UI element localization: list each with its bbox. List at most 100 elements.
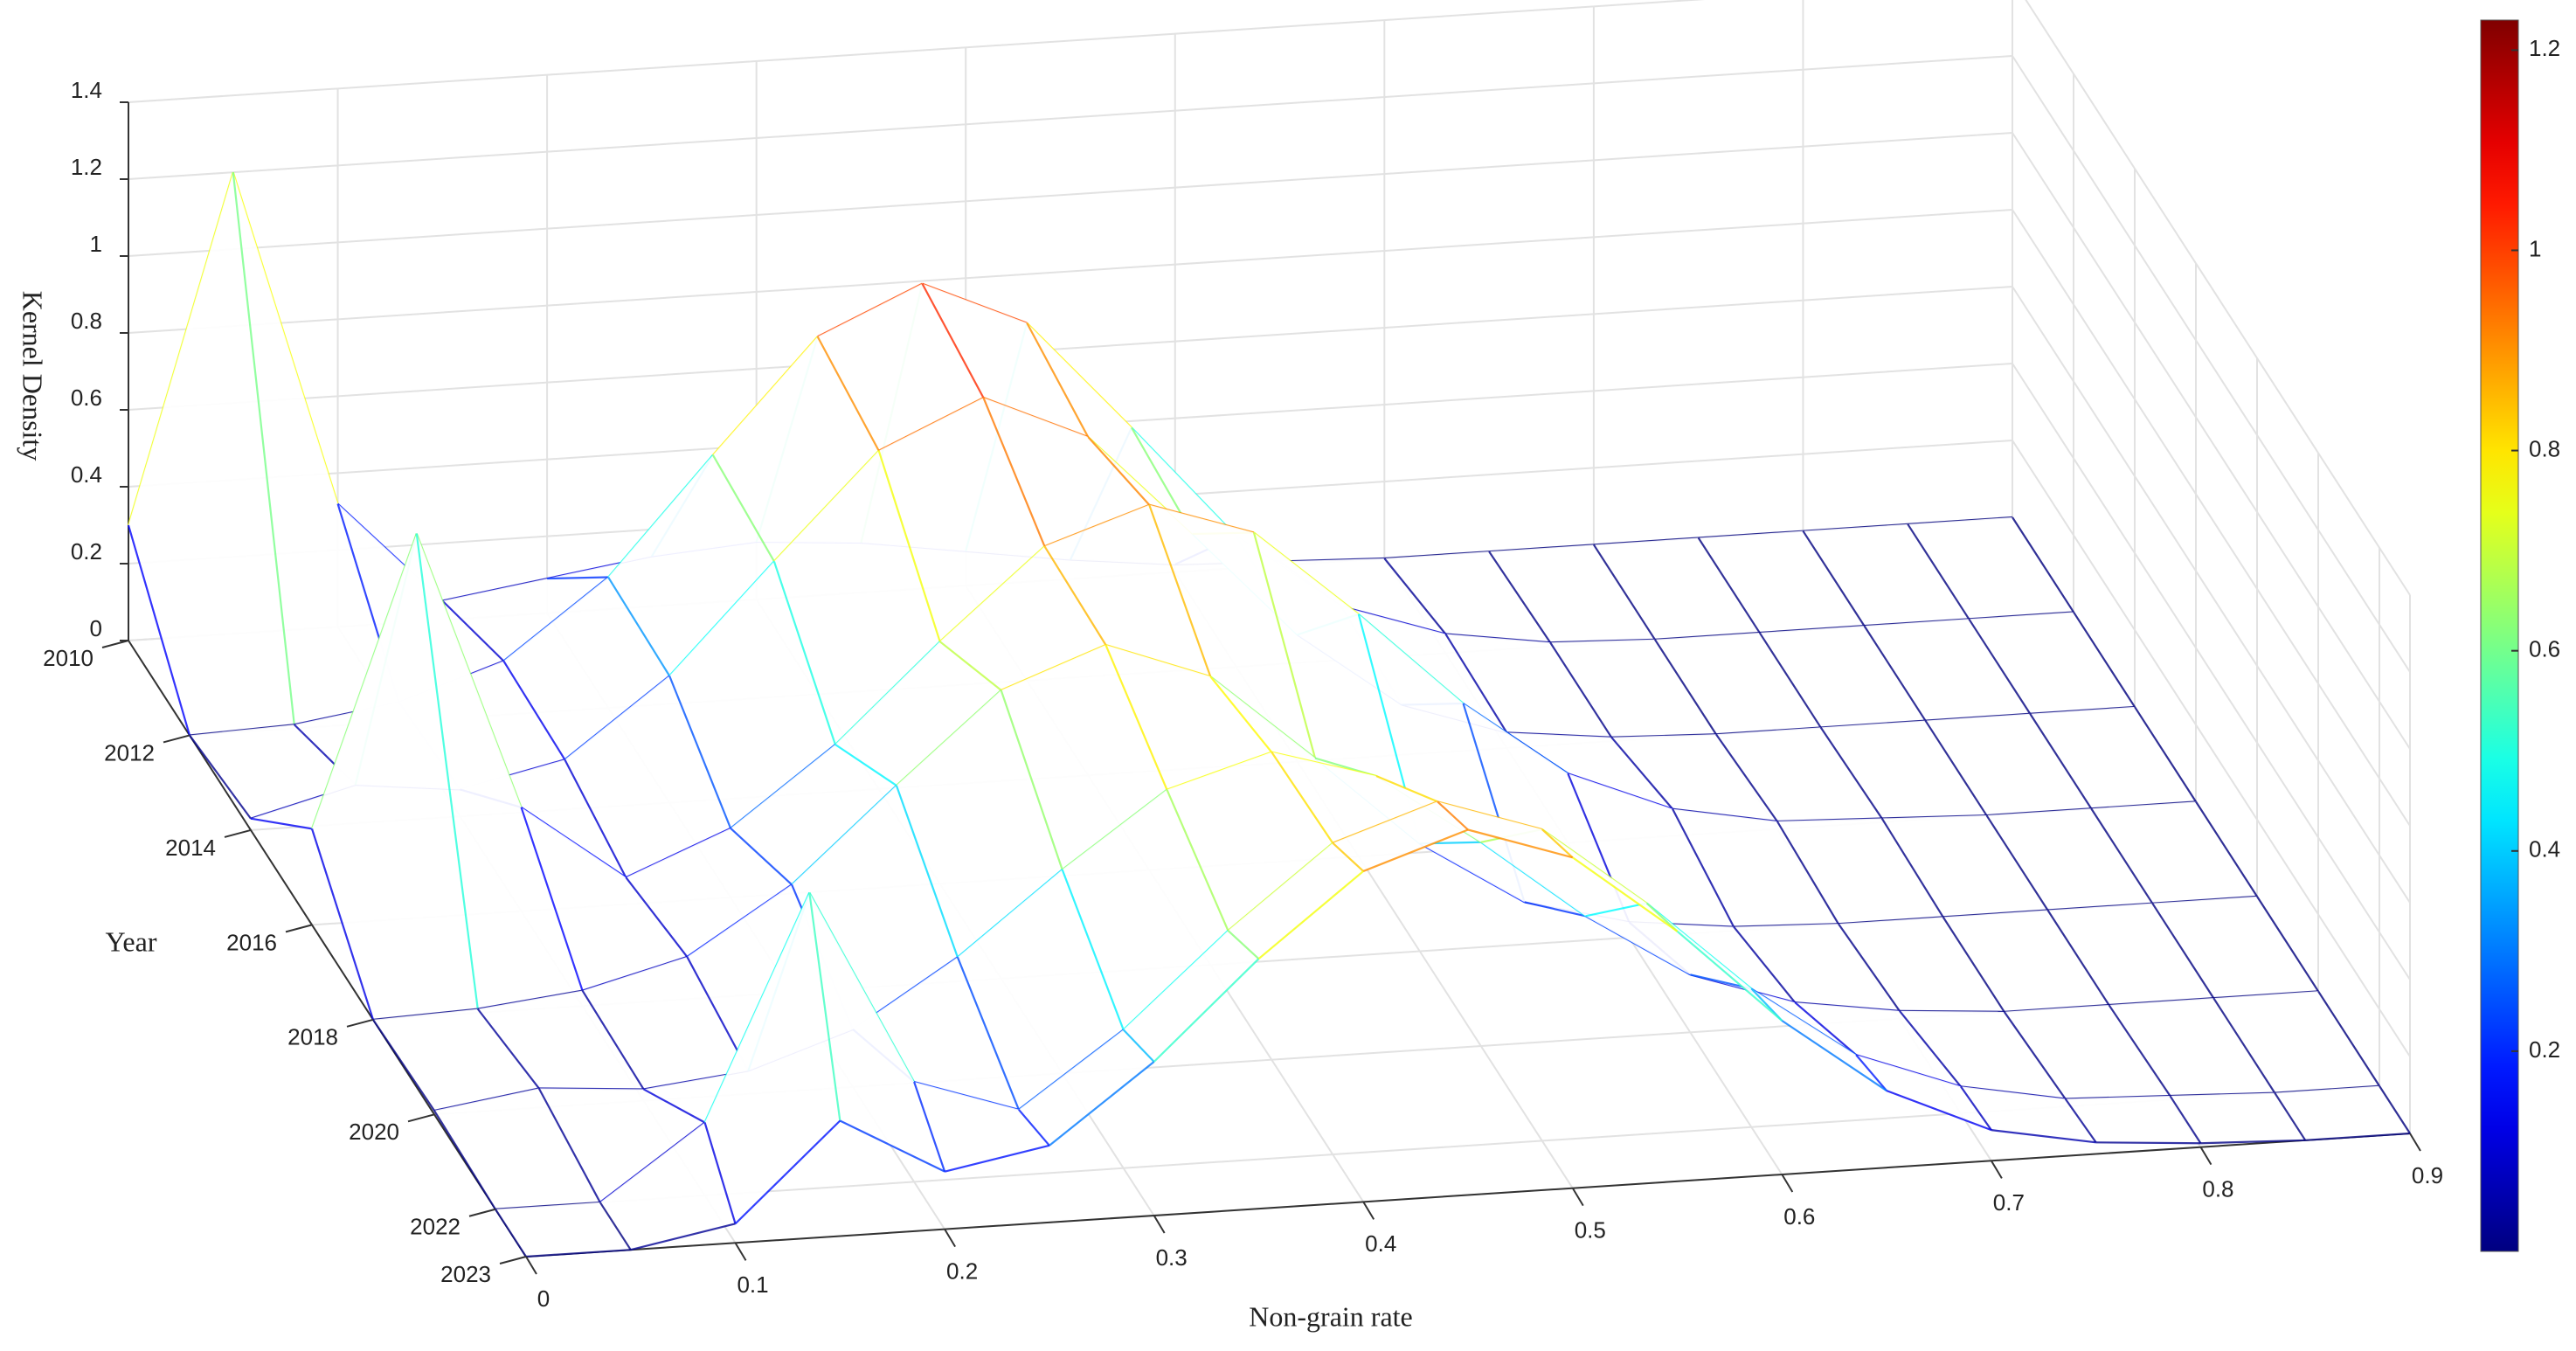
y-tick [163,734,190,744]
surface-patch [2152,896,2318,999]
row-segment [525,1249,631,1258]
surface-patch [1715,727,1882,821]
surface-patch [1254,532,1420,844]
surface-patch [704,892,841,1224]
y-tick-label: 2023 [440,1261,491,1287]
cross-segment [2256,896,2319,992]
cross-segment [1585,902,1647,918]
cross-segment [1758,632,1822,729]
cross-segment [372,1019,435,1112]
row-segment [1049,1061,1155,1147]
cross-segment [1968,618,2032,715]
surface-patch [190,724,356,819]
surface-patch [1734,924,1900,1011]
grid-line [128,55,2013,180]
cross-segment [1880,817,1944,918]
x-tick [1781,1174,1794,1193]
cross-segment [1855,1054,1887,1091]
y-tick [407,1113,435,1123]
colorbar-tick-label: 0.4 [2529,836,2560,863]
cross-segment [232,172,295,725]
cross-segment [834,744,897,786]
row-segment [2095,1141,2201,1145]
surface-patch [2030,706,2196,809]
row-segment [839,1119,945,1173]
cross-segment [547,576,609,580]
cross-segment [1061,869,1125,1030]
cross-segment [1332,842,1364,872]
surface-patch [477,990,644,1090]
row-segment [2305,1132,2411,1141]
x-tick [1991,1160,2003,1179]
z-tick-label: 0.2 [71,538,102,565]
cross-segment [1524,901,1586,918]
x-tick-label: 0.7 [1993,1189,2025,1216]
x-tick-label: 0.2 [946,1258,978,1285]
cross-segment [502,660,566,760]
cross-segment [1672,808,1735,928]
surface-patch [2004,1004,2171,1099]
surface-patch [2275,1085,2410,1140]
cross-segment [433,1110,496,1210]
cross-segment [1592,544,1656,641]
cross-segment [564,759,627,878]
surface-patch [434,1088,600,1209]
x-tick-label: 0 [537,1285,550,1312]
x-tick-label: 0.9 [2412,1162,2443,1188]
y-tick [499,1256,527,1264]
z-tick-label: 1.2 [71,154,102,180]
x-tick [1571,1188,1584,1207]
cross-segment [1271,752,1334,844]
cross-segment [1148,504,1212,677]
cross-segment [625,876,689,958]
x-tick [2409,1133,2421,1152]
cross-segment [599,1202,632,1251]
cross-segment [1026,322,1090,438]
cross-segment [250,817,313,830]
x-tick-label: 0.3 [1156,1244,1188,1271]
cross-segment [1907,523,1970,620]
cross-segment [2274,1092,2307,1141]
colorbar-tick-label: 0.6 [2529,636,2560,662]
z-tick-label: 0.8 [71,308,102,334]
y-tick [346,1018,374,1028]
cross-segment [1209,676,1273,753]
cross-segment [668,675,732,829]
surface-patch [1759,626,1926,728]
cross-segment [1610,736,1673,810]
x-tick [2199,1147,2212,1166]
cross-segment [1942,916,2005,1013]
y-tick-label: 2010 [43,645,93,671]
cross-segment [1252,532,1317,759]
row-segment [1572,856,1679,932]
cross-segment [2134,706,2197,802]
surface-patch [1489,544,1655,643]
surface-patch [2047,903,2214,1005]
axis-line [525,1133,2411,1257]
surface-patch [2091,801,2257,904]
surface-patch [939,546,1106,690]
cross-segment [415,533,479,1009]
cross-segment [2317,990,2380,1087]
grid-line [2025,0,2411,596]
cross-segment [2029,713,2093,809]
cross-segment [2169,1095,2202,1144]
cross-segment [476,1008,540,1090]
cross-segment [520,807,584,991]
surface-patch [1123,930,1259,1062]
row-segment [1781,1020,1887,1092]
cross-segment [2046,909,2110,1006]
surface-patch [312,533,478,1020]
surface-patch [1820,720,1987,819]
grid-line [2012,363,2411,980]
cross-segment [938,641,1002,691]
y-tick-label: 2022 [410,1214,460,1240]
surface-patch [521,807,688,991]
cross-segment [1697,537,1761,634]
cross-segment [1802,530,1866,627]
surface-patch [538,1088,705,1202]
colorbar-tick-label: 1.2 [2529,35,2560,61]
surface-patch [957,869,1124,1110]
cross-segment [2003,1011,2067,1100]
